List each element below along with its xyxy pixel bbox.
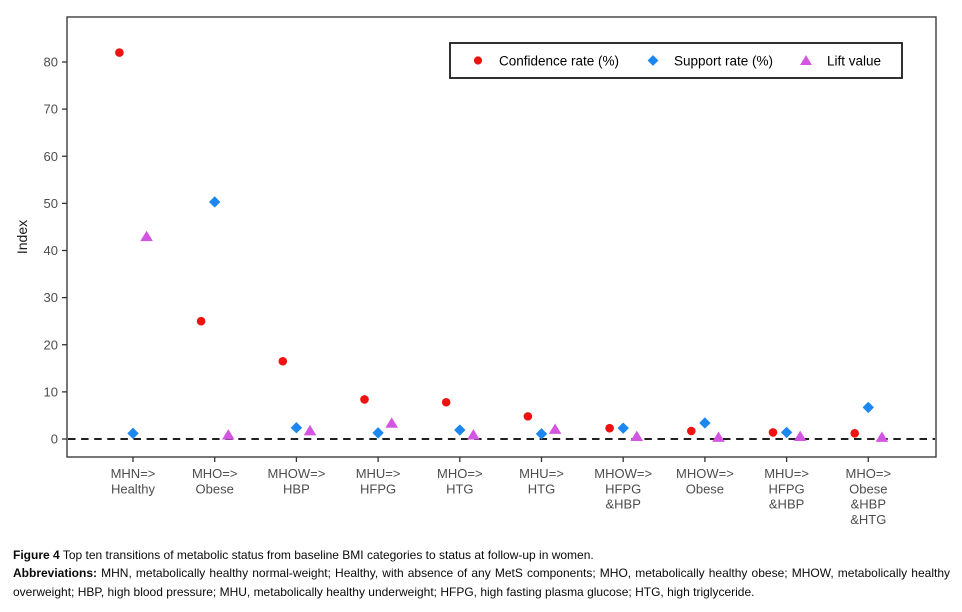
lift-value-point: [467, 429, 480, 440]
legend-box: [449, 42, 903, 79]
legend-confidence-rate-marker: [473, 56, 483, 65]
support-rate-point: [209, 196, 221, 208]
lift-value-point: [222, 429, 235, 440]
abbreviations-label: Abbreviations:: [13, 566, 98, 581]
x-axis-tick-label: MHOW=>: [676, 466, 734, 481]
scatter-chart: 01020304050607080IndexMHN=>HealthyMHO=>O…: [14, 16, 937, 527]
y-axis-tick-label: 20: [44, 337, 58, 352]
x-axis-tick-label: &HBP: [769, 497, 804, 512]
confidence-rate-point: [605, 423, 614, 433]
lift-value-point: [548, 423, 562, 434]
x-axis-tick-label: MHOW=>: [594, 466, 652, 481]
lift-value-point: [303, 424, 317, 436]
lift-value-point: [875, 431, 889, 442]
x-axis-tick-label: HFPG: [605, 481, 641, 496]
confidence-rate-point: [687, 426, 696, 436]
legend-lift-value-label: Lift value: [827, 53, 881, 68]
x-axis-tick-label: Obese: [849, 481, 887, 496]
legend-support-rate-label: Support rate (%): [674, 53, 773, 68]
lift-value-point: [793, 430, 807, 441]
x-axis-tick-label: MHOW=>: [268, 466, 326, 481]
y-axis-tick-label: 0: [51, 432, 58, 447]
confidence-rate-point: [196, 316, 206, 326]
confidence-rate-point: [278, 356, 288, 366]
lift-value-point: [712, 431, 725, 442]
support-rate-point: [535, 428, 548, 440]
x-axis-tick-label: HTG: [528, 481, 555, 496]
y-axis-title: Index: [14, 220, 30, 254]
figure-caption: Figure 4 Top ten transitions of metaboli…: [13, 546, 950, 601]
x-axis-tick-label: &HBP: [851, 497, 886, 512]
x-axis-tick-label: MHU=>: [356, 466, 401, 481]
confidence-rate-point: [441, 397, 451, 407]
x-axis-tick-label: MHU=>: [519, 466, 564, 481]
plot-panel: [66, 16, 937, 458]
y-axis-tick-label: 30: [44, 290, 58, 305]
lift-value-point: [385, 417, 398, 428]
x-axis-tick-label: HFPG: [769, 481, 805, 496]
abbreviations-text: MHN, metabolically healthy normal-weight…: [13, 566, 950, 599]
legend-lift-value-marker: [800, 55, 812, 66]
support-rate-point: [862, 401, 874, 414]
x-axis-tick-label: MHO=>: [192, 466, 238, 481]
support-rate-point: [454, 424, 466, 436]
x-axis-tick-label: MHN=>: [111, 466, 156, 481]
legend-support-rate-marker: [647, 55, 659, 66]
figure-caption-text: Top ten transitions of metabolic status …: [62, 548, 594, 562]
support-rate-point: [617, 422, 629, 434]
lift-value-point: [140, 230, 153, 242]
x-axis-tick-label: &HTG: [850, 512, 886, 527]
support-rate-point: [699, 417, 711, 429]
confidence-rate-point: [360, 395, 369, 404]
x-axis-tick-label: Healthy: [111, 481, 156, 496]
x-axis-tick-label: HBP: [283, 481, 310, 496]
x-axis-tick-label: HFPG: [360, 481, 396, 496]
support-rate-point: [127, 427, 139, 440]
x-axis-tick-label: MHO=>: [437, 466, 483, 481]
x-axis-tick-label: Obese: [196, 481, 234, 496]
abbreviations-line: Abbreviations: MHN, metabolically health…: [13, 564, 950, 601]
support-rate-point: [780, 426, 793, 439]
y-axis-tick-label: 40: [44, 243, 58, 258]
support-rate-point: [372, 427, 384, 439]
x-axis-tick-label: MHO=>: [846, 466, 892, 481]
legend-confidence-rate-label: Confidence rate (%): [499, 53, 619, 68]
x-axis-tick-label: MHU=>: [764, 466, 809, 481]
lift-value-point: [630, 430, 644, 441]
confidence-rate-point: [115, 48, 124, 57]
confidence-rate-point: [523, 412, 533, 421]
confidence-rate-point: [850, 429, 859, 438]
y-axis-tick-label: 60: [44, 149, 58, 164]
figure-label: Figure 4: [13, 548, 60, 562]
support-rate-point: [290, 421, 303, 434]
y-axis-tick-label: 80: [44, 55, 58, 70]
y-axis-tick-label: 10: [44, 384, 58, 399]
caption-line: Figure 4 Top ten transitions of metaboli…: [13, 546, 950, 564]
confidence-rate-point: [768, 428, 778, 437]
x-axis-tick-label: HTG: [446, 481, 473, 496]
x-axis-tick-label: &HBP: [605, 497, 640, 512]
x-axis-tick-label: Obese: [686, 481, 724, 496]
y-axis-tick-label: 70: [44, 102, 58, 117]
y-axis-tick-label: 50: [44, 196, 58, 211]
